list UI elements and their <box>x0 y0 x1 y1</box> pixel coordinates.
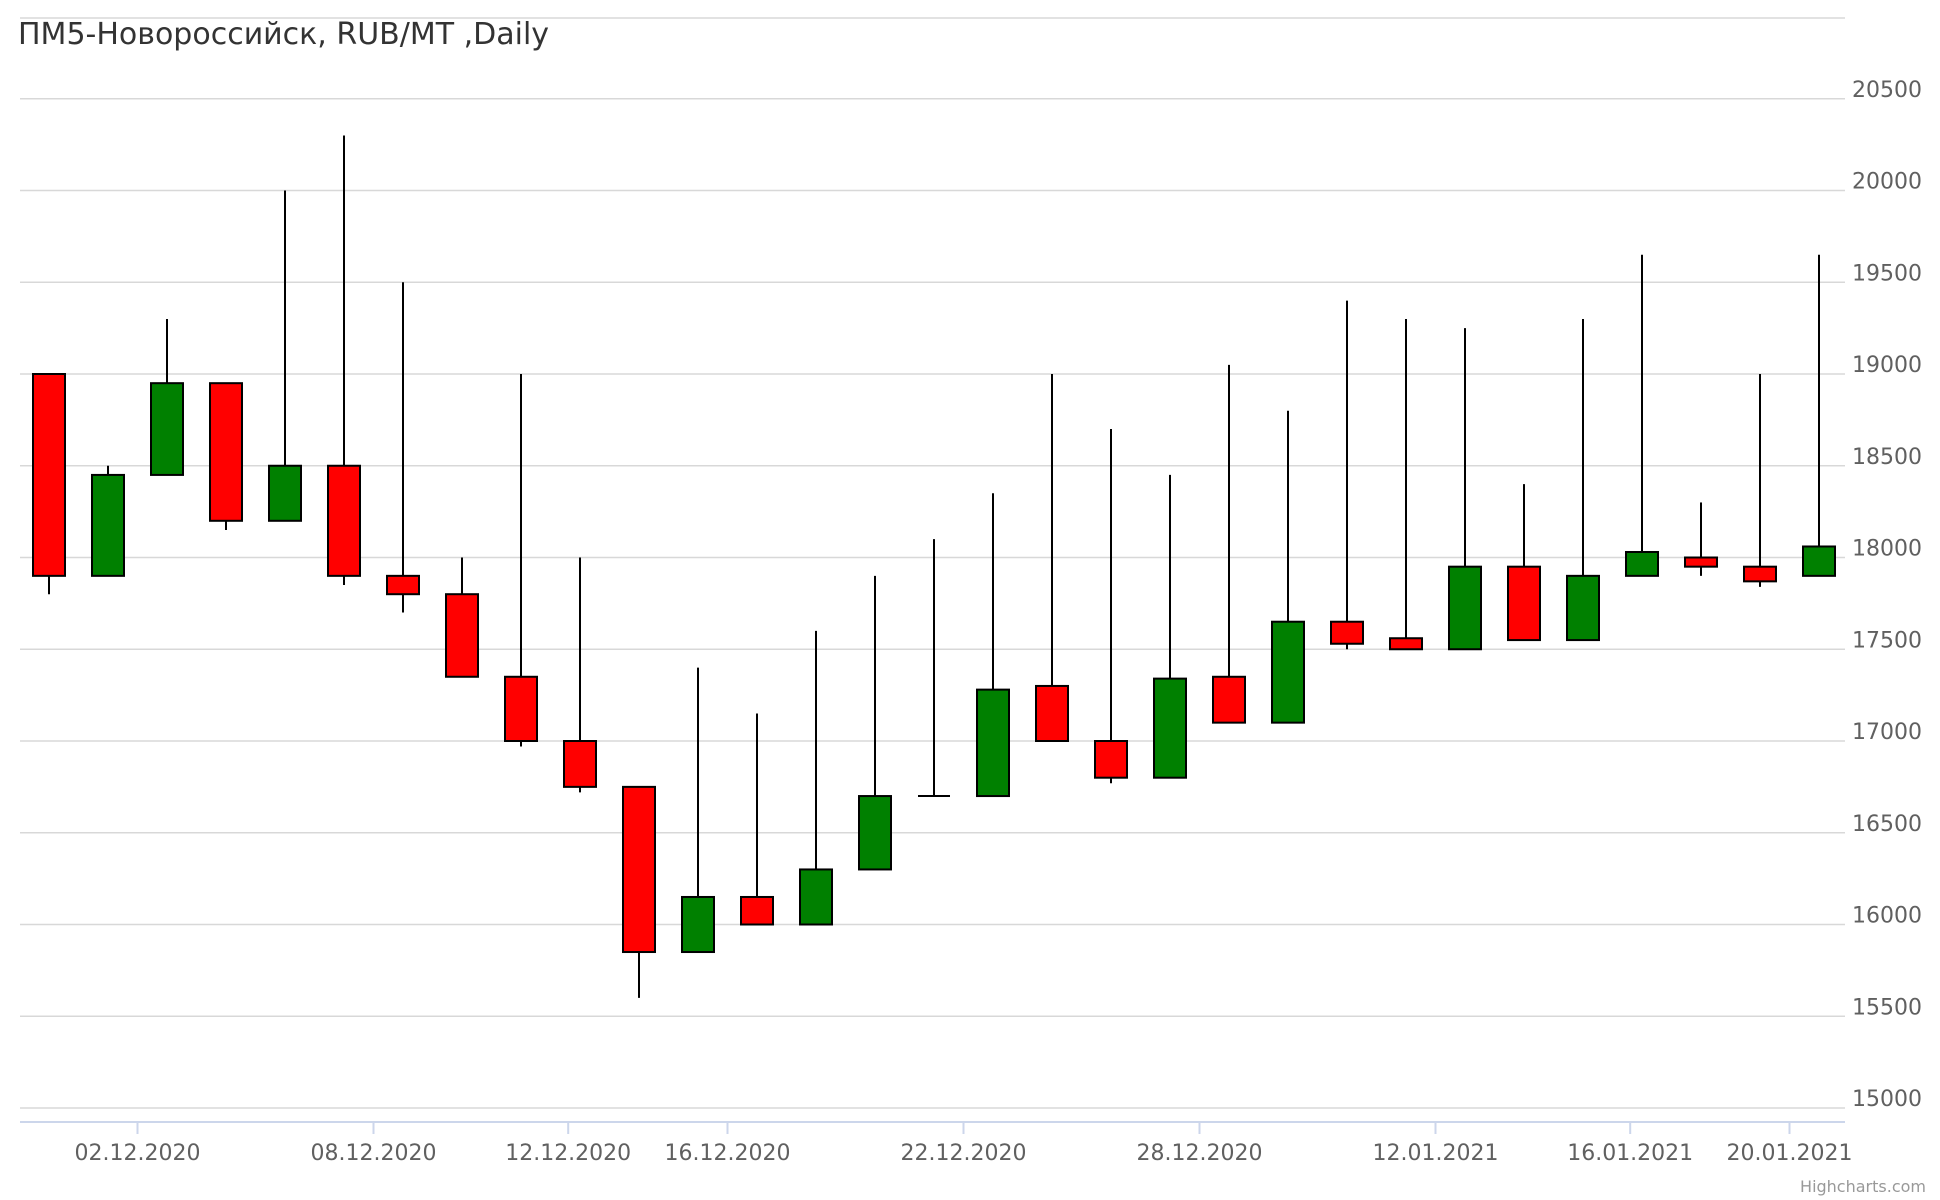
candle <box>1330 300 1364 650</box>
candle-body <box>1212 675 1246 724</box>
candle-body <box>1153 677 1187 779</box>
candle <box>1035 374 1069 743</box>
y-tick-label: 18500 <box>1852 445 1922 470</box>
candle-body <box>327 464 361 577</box>
y-tick-label: 15500 <box>1852 995 1922 1020</box>
candle <box>622 785 656 998</box>
x-tick-label: 16.01.2021 <box>1567 1141 1693 1166</box>
candle <box>445 557 479 678</box>
candle-body <box>1389 637 1423 651</box>
candle-body <box>386 574 420 596</box>
x-tick-label: 12.12.2020 <box>505 1141 631 1166</box>
candle <box>1448 328 1482 651</box>
candle-body <box>563 740 597 788</box>
candle-body <box>976 688 1010 798</box>
candle <box>740 713 774 926</box>
candle-body <box>681 895 715 954</box>
candle-body <box>1684 556 1718 568</box>
y-tick-label: 20500 <box>1852 78 1922 103</box>
candle-body <box>1094 740 1128 779</box>
y-tick-label: 17500 <box>1852 628 1922 653</box>
candle <box>1389 318 1423 651</box>
candle-body <box>1271 620 1305 724</box>
grid-layer <box>20 17 1845 1109</box>
candle-body <box>268 464 302 522</box>
candle-body <box>1802 545 1836 577</box>
candle <box>1566 318 1600 642</box>
candle <box>1094 429 1128 784</box>
candle <box>150 318 184 476</box>
candle <box>799 630 833 926</box>
y-tick-label: 15000 <box>1852 1087 1922 1112</box>
candle <box>1802 254 1836 577</box>
candle <box>1507 484 1541 642</box>
candle-body <box>858 795 892 871</box>
candle-body <box>799 868 833 926</box>
candle-body <box>1330 620 1364 645</box>
y-tick-label: 20000 <box>1852 170 1922 195</box>
candle-body <box>150 382 184 476</box>
x-tick-label: 16.12.2020 <box>665 1141 791 1166</box>
candle-body <box>32 373 66 577</box>
candle-body <box>740 895 774 926</box>
y-tick-label: 19500 <box>1852 261 1922 286</box>
x-tick-label: 02.12.2020 <box>75 1141 201 1166</box>
x-tick-label: 12.01.2021 <box>1373 1141 1499 1166</box>
candle <box>681 667 715 954</box>
candle-body <box>445 593 479 678</box>
candle-body <box>622 785 656 954</box>
y-tick-label: 16500 <box>1852 812 1922 837</box>
candle <box>504 374 538 747</box>
candle-body <box>1035 684 1069 743</box>
candle <box>1212 364 1246 724</box>
candle <box>268 190 302 522</box>
y-tick-label: 18000 <box>1852 537 1922 562</box>
candles-layer <box>32 135 1836 998</box>
candle-body <box>1566 574 1600 642</box>
y-tick-label: 16000 <box>1852 904 1922 929</box>
candle-body <box>504 675 538 743</box>
candle <box>386 282 420 613</box>
y-tick-label: 19000 <box>1852 353 1922 378</box>
candle-body <box>91 473 125 577</box>
candle <box>91 465 125 577</box>
x-tick-label: 22.12.2020 <box>901 1141 1027 1166</box>
candle-body <box>1507 565 1541 642</box>
x-tick-label: 20.01.2021 <box>1727 1141 1853 1166</box>
credits-link[interactable]: Highcharts.com <box>1800 1177 1926 1196</box>
candle-body <box>1625 550 1659 577</box>
candle <box>1153 474 1187 779</box>
candle <box>918 539 950 798</box>
candle <box>858 575 892 871</box>
candle <box>327 135 361 586</box>
candle <box>1625 254 1659 577</box>
candle-body <box>209 382 243 522</box>
x-tick-label: 08.12.2020 <box>311 1141 437 1166</box>
candle <box>32 373 66 595</box>
x-axis: 02.12.2020 08.12.2020 12.12.2020 16.12.2020… <box>20 1121 1853 1166</box>
y-tick-label: 17000 <box>1852 720 1922 745</box>
candle-body <box>1448 565 1482 651</box>
candle-body <box>1743 565 1777 583</box>
candle <box>976 493 1010 798</box>
y-axis-labels: 15000 15500 16000 16500 17000 17500 18000 18500… <box>1852 78 1922 1112</box>
candle <box>1743 374 1777 587</box>
x-tick-label: 28.12.2020 <box>1137 1141 1263 1166</box>
candle <box>209 382 243 530</box>
chart-title: ПМ5-Новороссийск, RUB/MT ,Daily <box>18 17 549 52</box>
candle <box>1271 410 1305 724</box>
candle <box>563 557 597 793</box>
candle <box>1684 502 1718 576</box>
